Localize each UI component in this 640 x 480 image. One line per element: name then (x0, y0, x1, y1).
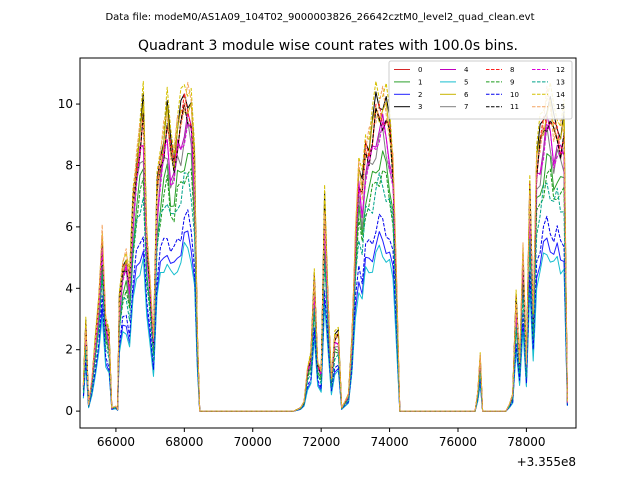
legend-label-12: 12 (556, 66, 565, 74)
axes-frame (79, 57, 577, 429)
y-tick-label: 8 (65, 158, 73, 172)
x-offset-label: +3.355e8 (517, 455, 576, 469)
legend-label-13: 13 (556, 78, 565, 86)
legend-label-1: 1 (418, 78, 422, 86)
y-tick-label: 4 (65, 281, 73, 295)
legend-label-5: 5 (464, 78, 468, 86)
legend-label-4: 4 (464, 66, 469, 74)
legend-frame (388, 60, 573, 120)
x-tick-label: 76000 (439, 435, 477, 449)
legend-label-14: 14 (556, 91, 565, 99)
x-tick-label: 66000 (97, 435, 135, 449)
series-line-13 (82, 172, 568, 412)
x-tick-label: 74000 (370, 435, 408, 449)
series-line-9 (82, 168, 568, 412)
series-layer (82, 80, 568, 412)
chart-title: Quadrant 3 module wise count rates with … (138, 38, 518, 54)
x-tick-label: 72000 (302, 435, 340, 449)
series-line-10 (82, 209, 568, 412)
legend-label-3: 3 (418, 103, 422, 111)
series-line-15 (82, 81, 568, 412)
x-tick-label: 70000 (234, 435, 272, 449)
series-line-14 (82, 80, 568, 412)
legend-label-6: 6 (464, 91, 469, 99)
x-axis: 66000 68000 70000 72000 74000 76000 78000 (97, 428, 545, 449)
legend-label-9: 9 (510, 78, 514, 86)
x-tick-label: 78000 (507, 435, 545, 449)
y-axis: 0 2 4 6 8 10 (58, 97, 80, 418)
y-tick-label: 10 (58, 97, 73, 111)
legend-label-10: 10 (510, 91, 519, 99)
y-tick-label: 0 (65, 404, 73, 418)
legend-label-8: 8 (510, 66, 514, 74)
legend-label-0: 0 (418, 66, 422, 74)
legend-label-15: 15 (556, 103, 565, 111)
figure-suptitle: Data file: modeM0/AS1A09_104T02_90000038… (105, 12, 534, 23)
legend-label-11: 11 (510, 103, 519, 111)
x-tick-label: 68000 (165, 435, 203, 449)
legend-label-2: 2 (418, 91, 422, 99)
y-tick-label: 6 (65, 220, 73, 234)
legend-label-7: 7 (464, 103, 468, 111)
y-tick-label: 2 (65, 343, 73, 357)
